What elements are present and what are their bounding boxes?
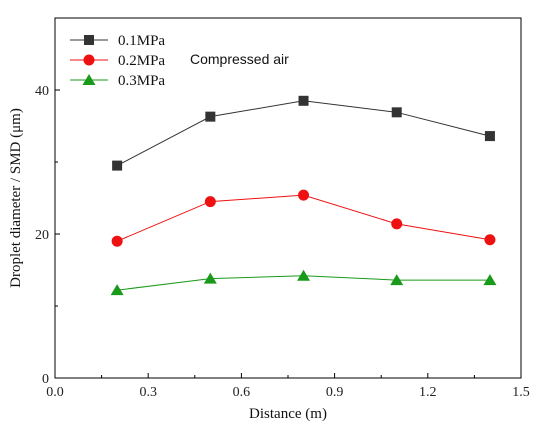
legend: 0.1MPa 0.2MPa 0.3MPa — [70, 33, 165, 89]
y-tick-label: 20 — [35, 228, 49, 243]
x-axis: 0.0 0.3 0.6 0.9 1.2 1.5 — [46, 373, 530, 400]
legend-label: 0.2MPa — [118, 53, 165, 69]
x-tick-label: 0.6 — [233, 385, 251, 400]
y-tick-label: 0 — [42, 372, 49, 387]
data-point — [483, 274, 497, 286]
data-point — [203, 272, 217, 284]
series-0.1MPa — [112, 95, 495, 171]
legend-marker — [82, 74, 96, 85]
legend-item: 0.1MPa — [70, 33, 165, 49]
legend-label: 0.3MPa — [118, 73, 165, 89]
data-point — [390, 274, 404, 286]
series-line — [116, 194, 491, 242]
y-axis-title: Droplet diameter / SMD (μm) — [8, 108, 24, 288]
data-point — [484, 131, 495, 142]
data-point — [484, 234, 496, 246]
x-tick-label: 1.2 — [419, 385, 437, 400]
legend-item: 0.3MPa — [70, 73, 165, 89]
x-tick-label: 1.5 — [512, 385, 530, 400]
data-point — [297, 269, 311, 281]
annotation-compressed-air: Compressed air — [190, 51, 289, 67]
plot-frame — [54, 17, 522, 379]
y-axis: 0 20 40 — [35, 84, 60, 387]
legend-item: 0.2MPa — [70, 53, 165, 69]
series-0.3MPa — [110, 269, 497, 296]
data-point — [111, 235, 123, 247]
data-point — [391, 107, 402, 118]
legend-label: 0.1MPa — [118, 33, 165, 49]
x-tick-label: 0.0 — [46, 385, 64, 400]
x-tick-label: 0.9 — [326, 385, 344, 400]
data-point — [391, 218, 403, 230]
x-axis-title: Distance (m) — [249, 406, 327, 422]
series-layer — [110, 95, 497, 296]
legend-marker — [83, 54, 95, 66]
data-point — [298, 189, 310, 201]
x-tick-label: 0.3 — [139, 385, 157, 400]
data-point — [110, 284, 124, 296]
series-0.2MPa — [111, 189, 496, 247]
data-point — [298, 95, 309, 106]
series-line — [116, 100, 491, 167]
data-point — [205, 111, 216, 122]
data-point — [204, 196, 216, 208]
data-point — [112, 160, 123, 171]
legend-marker — [84, 35, 94, 45]
y-tick-label: 40 — [35, 84, 49, 99]
